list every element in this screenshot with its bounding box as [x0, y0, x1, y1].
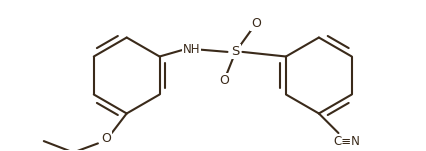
Text: S: S: [231, 45, 240, 58]
Text: O: O: [219, 74, 229, 87]
Text: O: O: [101, 132, 111, 145]
Text: NH: NH: [183, 43, 201, 56]
Text: C≡N: C≡N: [333, 135, 360, 148]
Text: O: O: [251, 17, 261, 30]
